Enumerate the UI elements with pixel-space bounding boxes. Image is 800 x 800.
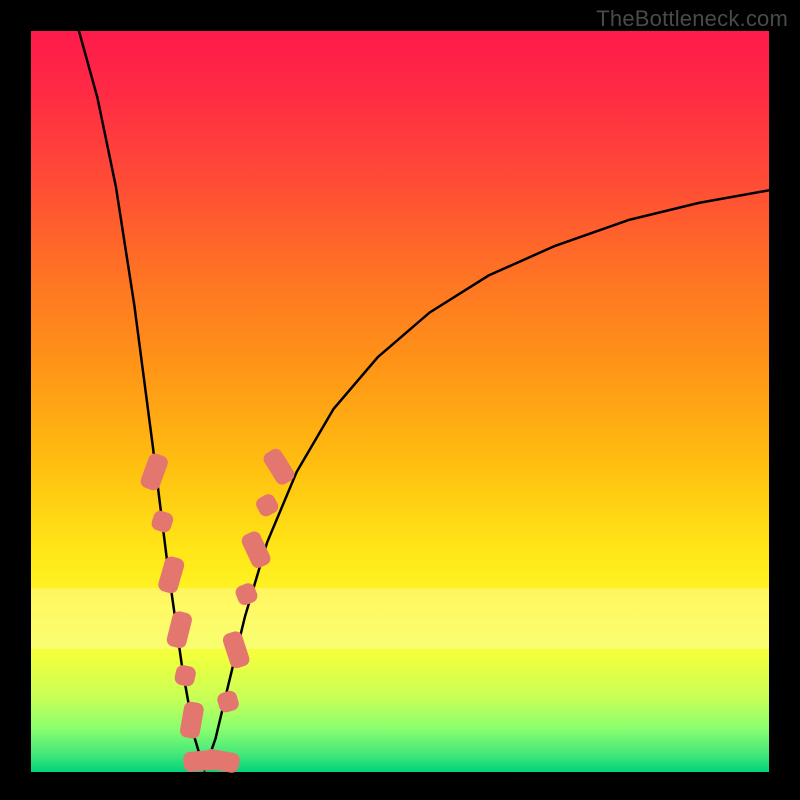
plot-svg [0, 0, 800, 800]
plot-area [31, 31, 769, 772]
highlight-band [31, 588, 769, 649]
chart-canvas: TheBottleneck.com [0, 0, 800, 800]
watermark-text: TheBottleneck.com [596, 6, 788, 32]
